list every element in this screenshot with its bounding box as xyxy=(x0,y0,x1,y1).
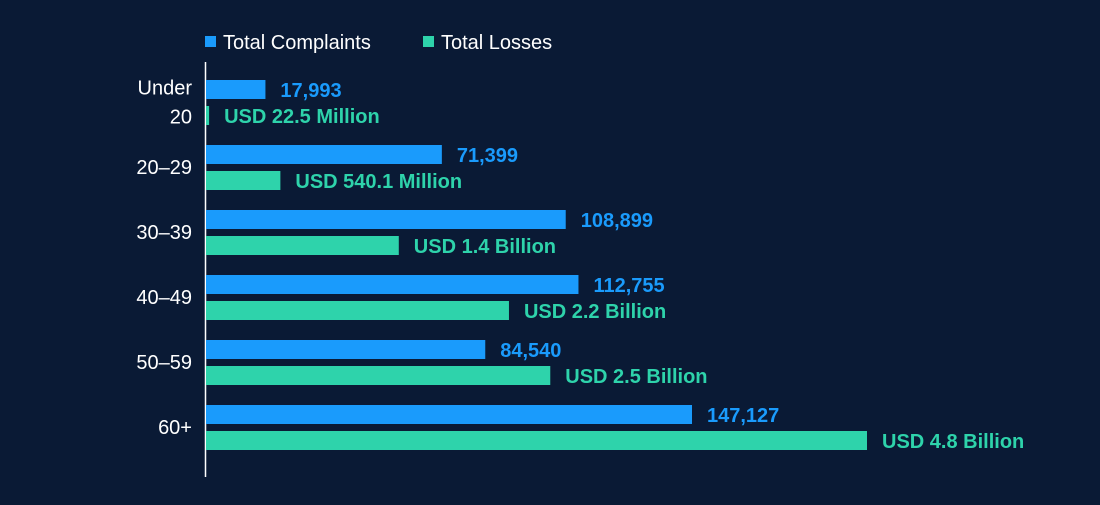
bar-complaints xyxy=(206,405,692,424)
bar-losses xyxy=(206,431,867,450)
legend-label-complaints: Total Complaints xyxy=(223,32,371,54)
data-label-losses: USD 2.2 Billion xyxy=(524,301,666,323)
bar-losses xyxy=(206,171,281,190)
legend-swatch-losses xyxy=(423,36,434,47)
bar-losses xyxy=(206,236,399,255)
data-label-losses: USD 2.5 Billion xyxy=(565,366,707,388)
data-label-losses: USD 4.8 Billion xyxy=(882,431,1024,453)
data-label-complaints: 147,127 xyxy=(707,405,779,427)
legend: Total Complaints Total Losses xyxy=(205,32,552,54)
data-label-losses: USD 1.4 Billion xyxy=(414,236,556,258)
bars: 17,993 USD 22.5 Million Under 20 71,399 USD 5… xyxy=(136,78,1024,454)
bar-losses xyxy=(206,106,210,125)
category-label: 50–59 xyxy=(136,352,192,374)
category-label: 60+ xyxy=(158,417,192,439)
bar-losses xyxy=(206,366,551,385)
bar-complaints xyxy=(206,210,566,229)
legend-swatch-complaints xyxy=(205,36,216,47)
bar-complaints xyxy=(206,80,266,99)
data-label-complaints: 84,540 xyxy=(500,340,561,362)
data-label-complaints: 112,755 xyxy=(593,275,664,297)
category-label: Under xyxy=(138,78,193,100)
bar-complaints xyxy=(206,340,486,359)
data-label-complaints: 108,899 xyxy=(581,210,653,232)
bar-complaints xyxy=(206,275,579,294)
category-label: 30–39 xyxy=(136,222,192,244)
bar-complaints xyxy=(206,145,442,164)
category-label: 20 xyxy=(170,107,192,129)
legend-label-losses: Total Losses xyxy=(441,32,552,54)
bar-losses xyxy=(206,301,509,320)
category-label: 20–29 xyxy=(136,157,192,179)
category-label: 40–49 xyxy=(136,287,192,309)
data-label-complaints: 17,993 xyxy=(280,80,341,102)
data-label-losses: USD 540.1 Million xyxy=(295,171,462,193)
data-label-losses: USD 22.5 Million xyxy=(224,106,380,128)
data-label-complaints: 71,399 xyxy=(457,145,518,167)
